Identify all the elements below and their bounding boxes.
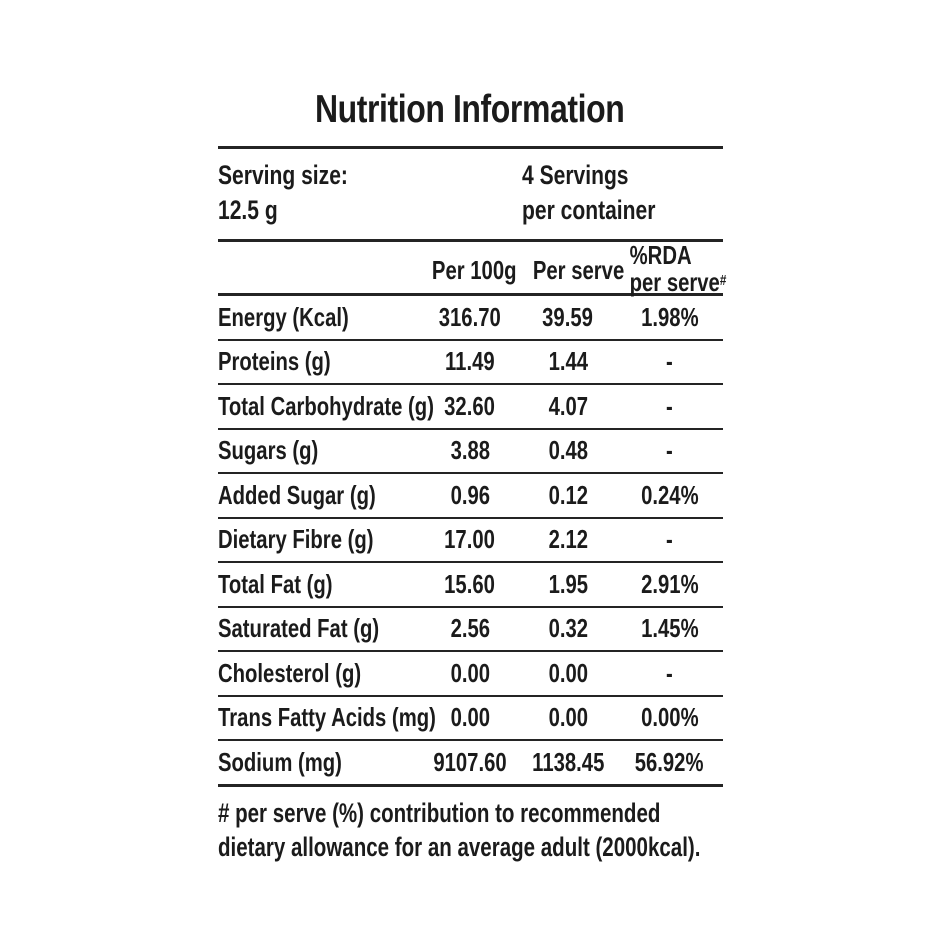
table-row: Energy (Kcal) 316.70 39.59 1.98% xyxy=(218,296,723,341)
column-header-per-serve: Per serve xyxy=(532,254,625,285)
row-per-100g: 2.56 xyxy=(450,613,490,644)
serving-size-value: 12.5 g xyxy=(218,195,278,225)
row-per-serve: 1.95 xyxy=(548,568,588,599)
row-per-100g: 0.00 xyxy=(450,657,490,688)
row-per-serve: 0.32 xyxy=(548,613,588,644)
row-per-serve: 39.59 xyxy=(542,301,594,332)
row-label: Total Carbohydrate (g) xyxy=(218,390,434,421)
footnote: # per serve (%) contribution to recommen… xyxy=(218,796,758,864)
row-per-100g: 11.49 xyxy=(445,346,495,377)
column-header-row: Per 100g Per serve %RDA per serve# xyxy=(218,240,727,297)
row-rda-per-serve: - xyxy=(666,390,673,421)
footnote-line: dietary allowance for an average adult (… xyxy=(218,832,701,862)
row-label: Saturated Fat (g) xyxy=(218,613,380,644)
serving-size-label: Serving size: xyxy=(218,160,348,190)
row-per-serve: 0.12 xyxy=(548,479,588,510)
row-rda-per-serve: - xyxy=(666,435,673,466)
nutrition-rows: Energy (Kcal) 316.70 39.59 1.98% Protein… xyxy=(218,296,723,787)
table-row: Sodium (mg) 9107.60 1138.45 56.92% xyxy=(218,741,723,787)
row-per-serve: 4.07 xyxy=(548,390,588,421)
servings-count: 4 Servings xyxy=(522,160,629,190)
row-per-serve: 1.44 xyxy=(548,346,588,377)
row-label: Sugars (g) xyxy=(218,435,319,466)
row-rda-per-serve: - xyxy=(666,346,673,377)
table-row: Saturated Fat (g) 2.56 0.32 1.45% xyxy=(218,608,723,652)
servings-per-container-label: per container xyxy=(522,195,656,225)
table-row: Cholesterol (g) 0.00 0.00 - xyxy=(218,652,723,697)
row-per-100g: 17.00 xyxy=(444,524,496,555)
footnote-line: # per serve (%) contribution to recommen… xyxy=(218,798,661,828)
row-label: Cholesterol (g) xyxy=(218,657,362,688)
row-label: Sodium (mg) xyxy=(218,746,342,777)
row-per-serve: 1138.45 xyxy=(531,746,605,777)
row-per-serve: 0.00 xyxy=(548,657,588,688)
row-per-100g: 316.70 xyxy=(438,301,502,332)
table-row: Total Fat (g) 15.60 1.95 2.91% xyxy=(218,563,723,608)
column-header-per-100g: Per 100g xyxy=(431,254,517,285)
column-header-rda-per-serve: %RDA per serve# xyxy=(629,240,727,297)
row-per-100g: 9107.60 xyxy=(433,746,507,777)
row-per-100g: 32.60 xyxy=(444,390,496,421)
row-label: Added Sugar (g) xyxy=(218,479,376,510)
table-row: Proteins (g) 11.49 1.44 - xyxy=(218,341,723,385)
row-label: Energy (Kcal) xyxy=(218,301,349,332)
table-row: Total Carbohydrate (g) 32.60 4.07 - xyxy=(218,385,723,430)
row-per-100g: 0.00 xyxy=(450,702,490,733)
row-per-100g: 15.60 xyxy=(444,568,496,599)
row-label: Dietary Fibre (g) xyxy=(218,524,374,555)
row-per-serve: 0.00 xyxy=(548,702,588,733)
row-rda-per-serve: 56.92% xyxy=(635,746,704,777)
row-rda-per-serve: 1.98% xyxy=(640,301,699,332)
nutrition-table: Serving size: 12.5 g 4 Servings per cont… xyxy=(218,146,727,787)
serving-size-block: Serving size: 12.5 g xyxy=(218,158,522,228)
table-row: Trans Fatty Acids (mg) 0.00 0.00 0.00% xyxy=(218,697,723,741)
row-rda-per-serve: - xyxy=(666,657,673,688)
rda-footnote-marker: # xyxy=(719,272,727,289)
row-per-serve: 2.12 xyxy=(548,524,588,555)
row-rda-per-serve: - xyxy=(666,524,673,555)
row-label: Total Fat (g) xyxy=(218,568,333,599)
row-per-100g: 3.88 xyxy=(450,435,490,466)
row-rda-per-serve: 0.00% xyxy=(640,702,699,733)
row-rda-per-serve: 1.45% xyxy=(640,613,699,644)
row-rda-per-serve: 0.24% xyxy=(640,479,699,510)
servings-per-container-block: 4 Servings per container xyxy=(522,158,723,228)
serving-section: Serving size: 12.5 g 4 Servings per cont… xyxy=(218,146,723,242)
table-row: Sugars (g) 3.88 0.48 - xyxy=(218,430,723,474)
table-row: Added Sugar (g) 0.96 0.12 0.24% xyxy=(218,474,723,519)
page-title: Nutrition Information xyxy=(315,88,625,131)
row-per-serve: 0.48 xyxy=(548,435,588,466)
row-label: Trans Fatty Acids (mg) xyxy=(218,702,436,733)
row-label: Proteins (g) xyxy=(218,346,331,377)
row-rda-per-serve: 2.91% xyxy=(640,568,699,599)
table-row: Dietary Fibre (g) 17.00 2.12 - xyxy=(218,519,723,563)
row-per-100g: 0.96 xyxy=(450,479,490,510)
